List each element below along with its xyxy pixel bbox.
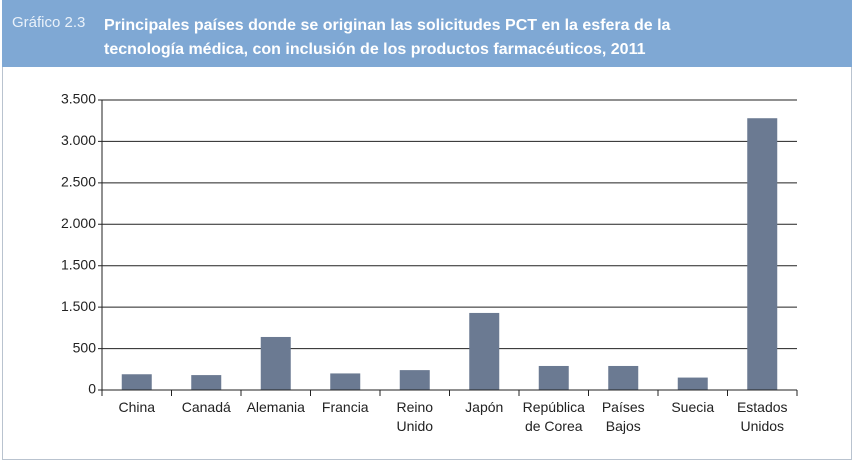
y-tick-label: 0 — [88, 381, 96, 397]
x-tick-label: China — [118, 399, 156, 415]
bar — [399, 370, 430, 390]
y-tick-label: 1.500 — [61, 256, 96, 272]
x-tick-label: República de Corea — [522, 399, 585, 434]
y-tick-label: 2.500 — [61, 174, 96, 190]
y-tick-label: 3.000 — [61, 132, 96, 148]
y-tick-label: 500 — [73, 339, 97, 355]
bar — [260, 336, 291, 390]
x-tick-label: Canadá — [181, 399, 231, 415]
chart-label: Gráfico 2.3 — [12, 14, 86, 31]
chart-title: Principales países donde se originan las… — [104, 17, 671, 58]
x-tick-label: Suecia — [671, 399, 715, 415]
y-tick-label: 3.500 — [61, 91, 96, 107]
bar — [747, 118, 778, 390]
header: Gráfico 2.3 Principales países donde se … — [2, 0, 852, 67]
bar — [677, 377, 708, 390]
bar — [608, 365, 639, 390]
bar — [538, 365, 569, 390]
y-tick-label: 2.000 — [61, 215, 96, 231]
x-tick-label: Estados Unidos — [736, 399, 788, 434]
x-tick-label: Japón — [465, 399, 504, 415]
x-tick-label: Francia — [321, 399, 369, 415]
bar — [469, 312, 500, 390]
x-tick-label: Reino Unido — [396, 399, 434, 434]
bar — [191, 375, 222, 390]
x-tick-label: Alemania — [246, 399, 305, 415]
x-tick-label: Países Bajos — [601, 399, 645, 434]
bar — [121, 374, 152, 390]
y-tick-label: 1.500 — [61, 298, 96, 314]
bar — [330, 373, 361, 390]
